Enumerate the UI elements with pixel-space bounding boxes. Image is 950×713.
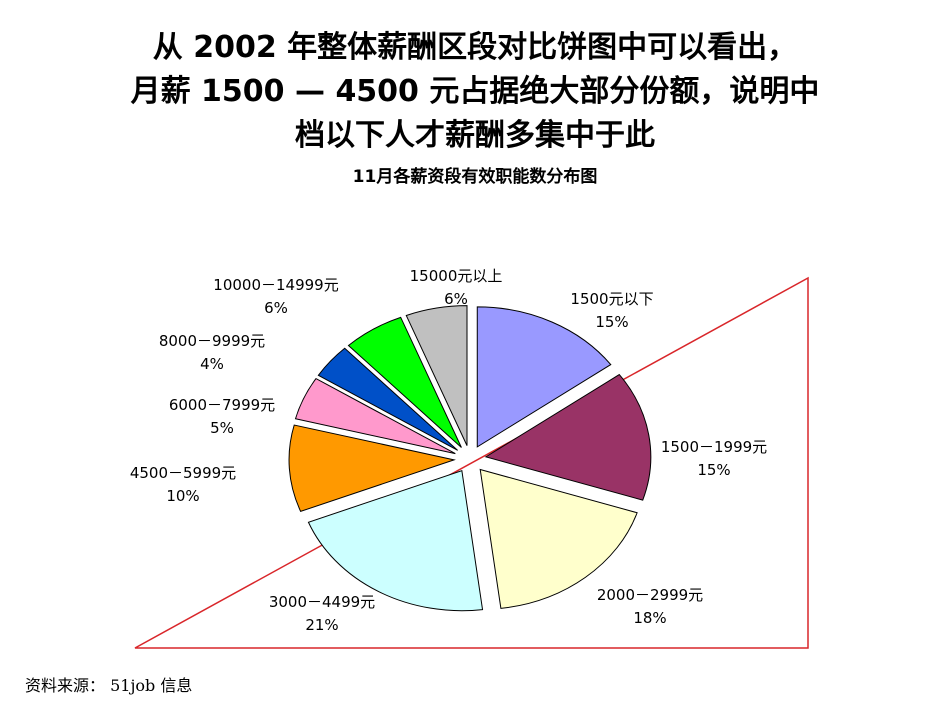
pie-slice bbox=[479, 468, 638, 609]
slice-label: 3000－4499元 bbox=[269, 593, 375, 611]
pie-slice bbox=[484, 373, 652, 501]
slice-percent-label: 10% bbox=[166, 487, 199, 505]
slice-label: 15000元以上 bbox=[410, 267, 503, 285]
pie-slice bbox=[476, 306, 612, 448]
pie-slice bbox=[317, 347, 459, 451]
headline-line-1: 从 2002 年整体薪酬区段对比饼图中可以看出， bbox=[152, 30, 798, 65]
slice-label: 1500－1999元 bbox=[661, 438, 767, 456]
slice-percent-label: 4% bbox=[200, 355, 224, 373]
slice-label: 10000－14999元 bbox=[213, 276, 338, 294]
slice-label: 4500－5999元 bbox=[130, 464, 236, 482]
source-note: 资料来源： 51job 信息 bbox=[25, 676, 193, 695]
slice-percent-label: 6% bbox=[444, 290, 468, 308]
pie-slice bbox=[294, 377, 456, 455]
slice-label: 6000－7999元 bbox=[169, 396, 275, 414]
slice-percent-label: 6% bbox=[264, 299, 288, 317]
slice-label: 2000－2999元 bbox=[597, 586, 703, 604]
pie-slice bbox=[347, 316, 462, 448]
pie-slice bbox=[405, 305, 468, 446]
headline-line-2: 月薪 1500 — 4500 元占据绝大部分份额，说明中 bbox=[130, 74, 820, 109]
headline: 从 2002 年整体薪酬区段对比饼图中可以看出， 月薪 1500 — 4500 … bbox=[0, 26, 950, 158]
pie-labels: 1500元以下 15% 1500－1999元 15% 2000－2999元 18% 3000… bbox=[130, 267, 767, 634]
slice-percent-label: 15% bbox=[595, 313, 628, 331]
pie-slice bbox=[307, 470, 484, 612]
pie-slices bbox=[288, 305, 652, 612]
headline-line-3: 档以下人才薪酬多集中于此 bbox=[295, 118, 655, 153]
slice-percent-label: 15% bbox=[697, 461, 730, 479]
highlight-triangle bbox=[134, 276, 809, 649]
chart-title: 11月各薪资段有效职能数分布图 bbox=[352, 167, 598, 187]
pie-slice bbox=[288, 424, 456, 513]
slice-label: 8000－9999元 bbox=[159, 332, 265, 350]
slice-percent-label: 5% bbox=[210, 419, 234, 437]
slice-percent-label: 21% bbox=[305, 616, 338, 634]
slice-percent-label: 18% bbox=[633, 609, 666, 627]
slice-label: 1500元以下 bbox=[570, 290, 653, 308]
